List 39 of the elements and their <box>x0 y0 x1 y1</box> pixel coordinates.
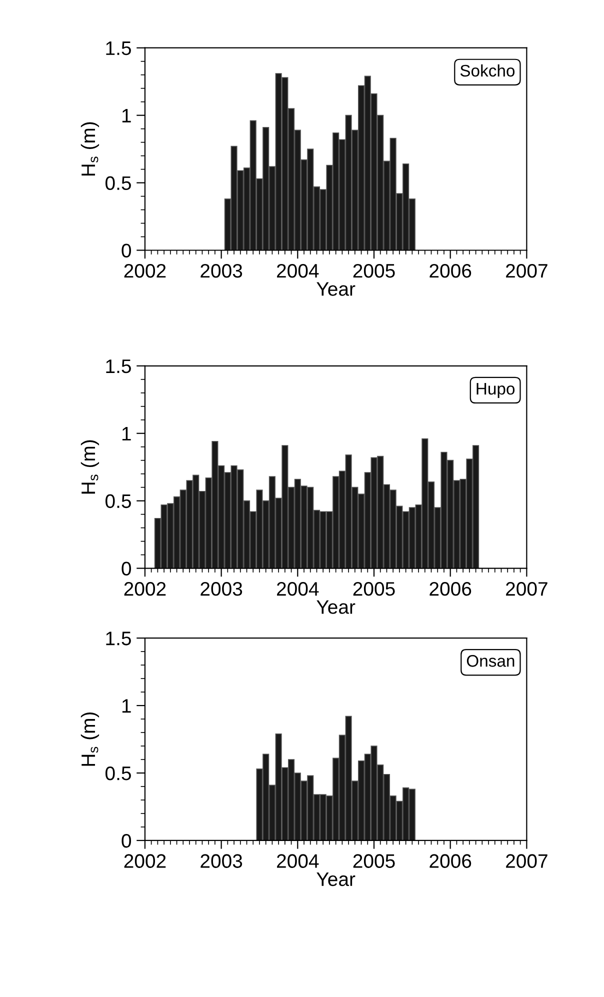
y-tick-label: 1 <box>122 427 131 440</box>
x-tick-label: 2006 <box>430 582 472 596</box>
x-tick-label: 2004 <box>277 264 319 278</box>
y-axis-title: H$_{s}$ (m) <box>80 712 100 766</box>
annotation: Sokcho <box>460 64 515 77</box>
y-tick-label: 0.5 <box>105 766 131 780</box>
x-tick-label: 2007 <box>506 264 548 278</box>
annotation: Onsan <box>466 655 514 667</box>
x-tick-label: 2003 <box>200 854 242 868</box>
x-tick-label: 2005 <box>353 582 395 596</box>
y-tick-label: 1.5 <box>106 42 131 56</box>
y-axis-title: H$_{s}$ (m) <box>80 122 100 176</box>
x-axis-title: Year <box>316 872 356 886</box>
x-tick-label: 2007 <box>506 582 548 596</box>
y-tick-label: 0 <box>122 244 132 258</box>
y-axis-title: H$_{s}$ (m) <box>80 440 100 494</box>
y-tick-label: 0.5 <box>105 494 131 508</box>
x-tick-label: 2006 <box>430 854 472 868</box>
x-axis-title: Year <box>316 600 356 614</box>
x-tick-label: 2004 <box>277 582 319 596</box>
x-axis-title: Year <box>316 282 356 296</box>
y-tick-label: 0 <box>122 562 132 576</box>
x-tick-label: 2002 <box>124 854 166 868</box>
x-tick-label: 2002 <box>124 582 166 596</box>
annotation: Hupo <box>476 383 515 398</box>
y-tick-label: 1 <box>122 108 131 122</box>
y-tick-label: 1.5 <box>106 360 131 374</box>
y-tick-label: 1.5 <box>106 632 131 646</box>
x-tick-label: 2002 <box>124 264 166 278</box>
y-tick-label: 0 <box>122 834 132 848</box>
x-tick-label: 2007 <box>506 854 548 868</box>
x-tick-label: 2006 <box>430 264 472 278</box>
x-tick-label: 2005 <box>353 854 395 868</box>
y-tick-label: 0.5 <box>105 176 131 190</box>
x-tick-label: 2003 <box>200 264 242 278</box>
x-tick-label: 2004 <box>277 854 319 868</box>
x-tick-label: 2005 <box>353 264 395 278</box>
x-tick-label: 2003 <box>200 582 242 596</box>
y-tick-label: 1 <box>122 699 131 713</box>
